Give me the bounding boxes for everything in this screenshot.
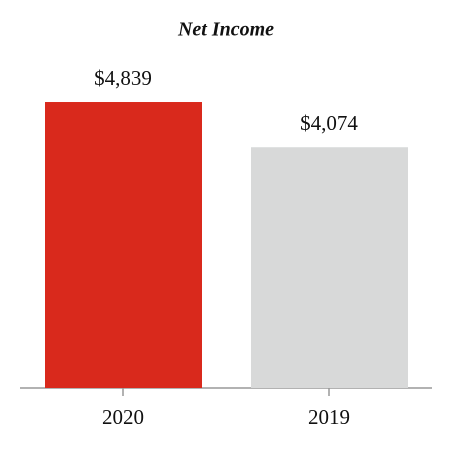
value-label: $4,074	[300, 111, 358, 135]
bar	[251, 147, 408, 388]
x-tick-label: 2020	[102, 405, 144, 429]
chart-title: Net Income	[177, 19, 274, 41]
bar	[45, 102, 202, 388]
value-label: $4,839	[94, 66, 152, 90]
x-tick-label: 2019	[308, 405, 350, 429]
